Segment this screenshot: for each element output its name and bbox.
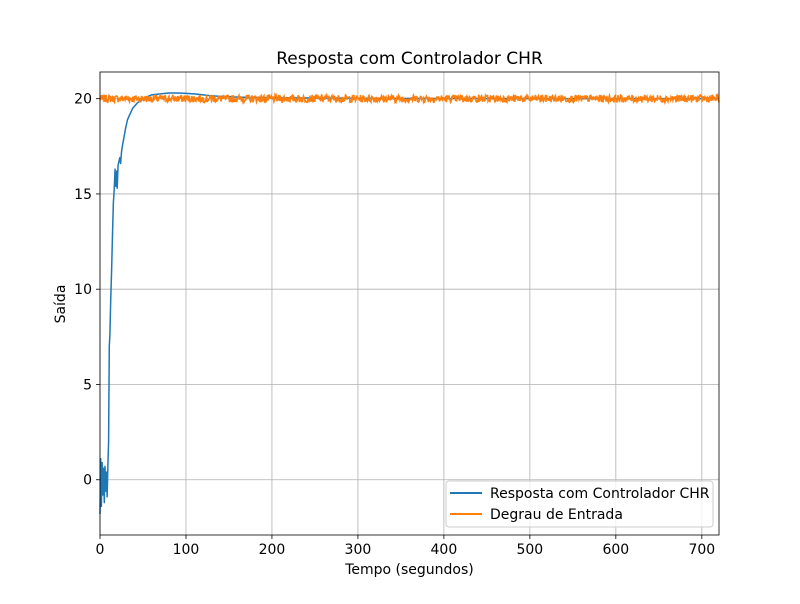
x-tick-label: 0 xyxy=(96,542,105,558)
y-tick-label: 0 xyxy=(83,473,92,489)
y-tick-label: 10 xyxy=(74,282,92,298)
legend-label-step: Degrau de Entrada xyxy=(490,507,623,523)
x-tick-label: 200 xyxy=(259,542,286,558)
x-axis-label: Tempo (segundos) xyxy=(344,562,474,578)
tick-layer: 0 100 200 300 400 500 600 700 0 5 10 15 20 xyxy=(74,92,715,558)
legend-box xyxy=(445,480,714,528)
x-tick-label: 700 xyxy=(688,542,715,558)
x-tick-label: 100 xyxy=(173,542,200,558)
axes-frame xyxy=(99,71,720,536)
grid-layer xyxy=(99,72,719,535)
plot-area xyxy=(99,92,720,515)
legend: Resposta com Controlador CHR Degrau de E… xyxy=(445,480,714,528)
y-tick-label: 15 xyxy=(74,187,92,203)
y-tick-label: 20 xyxy=(74,92,92,108)
y-tick-label: 5 xyxy=(83,377,92,393)
series-response-line xyxy=(99,92,719,515)
axes-border xyxy=(99,71,720,536)
series-step-line xyxy=(99,92,720,106)
chart-title: Resposta com Controlador CHR xyxy=(276,49,543,69)
y-axis-label: Saída xyxy=(53,285,69,324)
x-tick-label: 600 xyxy=(602,542,629,558)
legend-label-response: Resposta com Controlador CHR xyxy=(490,486,710,502)
x-tick-label: 500 xyxy=(516,542,543,558)
x-tick-label: 400 xyxy=(431,542,458,558)
x-tick-label: 300 xyxy=(345,542,372,558)
